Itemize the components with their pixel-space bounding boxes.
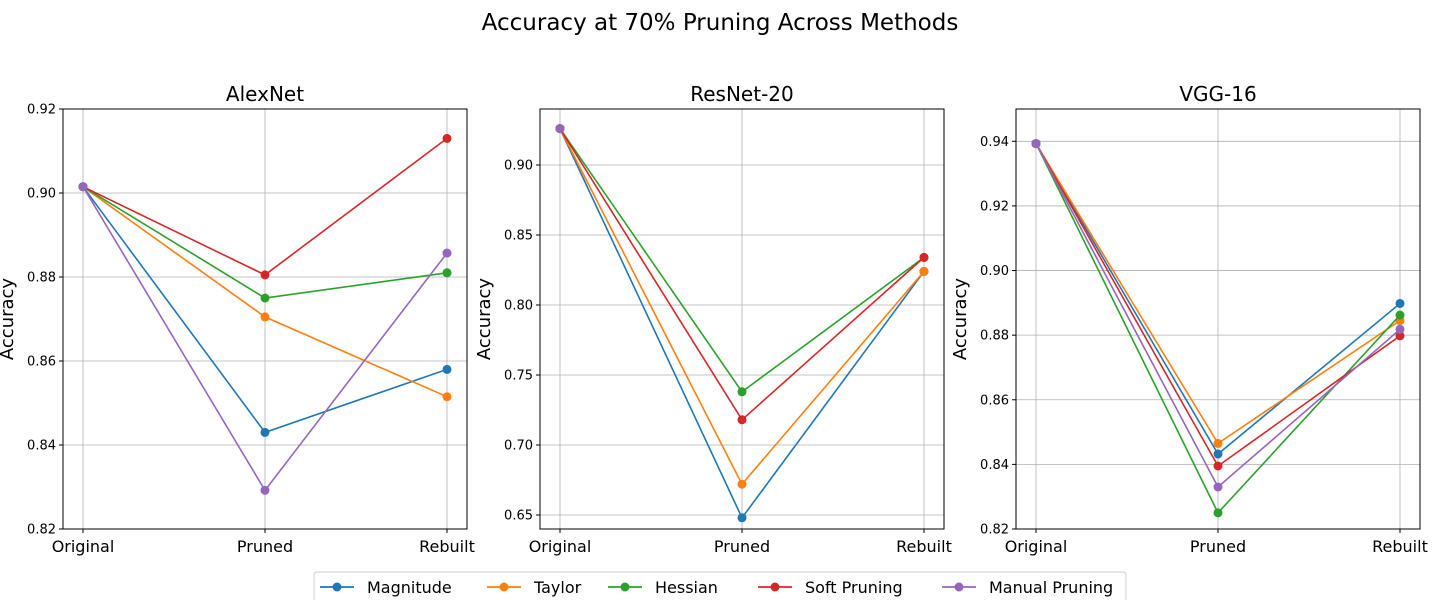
- y-axis-label: Accuracy: [474, 278, 495, 361]
- panel-title: VGG-16: [1179, 82, 1256, 106]
- y-tick-label: 0.82: [980, 523, 1009, 538]
- figure-title: Accuracy at 70% Pruning Across Methods: [482, 10, 959, 36]
- data-point-manual-pruning: [1031, 139, 1041, 149]
- y-tick-label: 0.86: [27, 355, 56, 370]
- y-tick-label: 0.84: [980, 458, 1009, 473]
- data-point-manual-pruning: [442, 248, 452, 258]
- data-point-soft-pruning: [737, 415, 747, 425]
- x-tick-label: Rebuilt: [1372, 537, 1428, 556]
- panel-vgg-16: 0.82 0.84 0.86 0.88 0.90 0.92 0.94 Original Prun…: [950, 82, 1428, 556]
- y-tick-label: 0.70: [504, 439, 533, 454]
- x-tick-label: Rebuilt: [419, 537, 475, 556]
- data-point-hessian: [442, 268, 452, 278]
- legend-swatch-marker: [620, 582, 630, 592]
- legend-swatch-marker: [332, 582, 342, 592]
- data-point-soft-pruning: [260, 270, 270, 280]
- x-tick-label: Original: [52, 537, 115, 556]
- y-tick-label: 0.75: [504, 369, 533, 384]
- y-tick-label: 0.82: [27, 523, 56, 538]
- x-tick-label: Pruned: [1190, 537, 1246, 556]
- x-tick-label: Rebuilt: [896, 537, 952, 556]
- data-point-magnitude: [442, 364, 452, 374]
- legend-item-taylor: Taylor: [487, 578, 582, 597]
- data-point-manual-pruning: [260, 485, 270, 495]
- data-point-magnitude: [737, 513, 747, 523]
- chart-panels: 0.82 0.84 0.86 0.88 0.90 0.92 Original Pruned Re…: [0, 82, 1428, 556]
- x-tick-label: Original: [529, 537, 592, 556]
- legend: Magnitude Taylor Hessian Soft Pruning Manual…: [313, 571, 1127, 600]
- x-tick-label: Pruned: [237, 537, 293, 556]
- y-tick-label: 0.85: [504, 229, 533, 244]
- x-tick-label: Pruned: [714, 537, 770, 556]
- data-point-soft-pruning: [442, 133, 452, 143]
- data-point-magnitude: [260, 427, 270, 437]
- data-point-soft-pruning: [1213, 461, 1223, 471]
- data-point-taylor: [737, 479, 747, 489]
- legend-label: Magnitude: [367, 578, 452, 597]
- data-point-manual-pruning: [1395, 324, 1405, 334]
- legend-item-hessian: Hessian: [608, 578, 718, 597]
- y-tick-label: 0.88: [27, 271, 56, 286]
- x-tick-label: Original: [1005, 537, 1068, 556]
- legend-item-magnitude: Magnitude: [320, 578, 452, 597]
- data-point-hessian: [737, 387, 747, 397]
- legend-frame: [313, 571, 1127, 600]
- data-point-manual-pruning: [1213, 482, 1223, 492]
- data-point-hessian: [1395, 310, 1405, 320]
- legend-label: Soft Pruning: [805, 578, 903, 597]
- data-point-soft-pruning: [919, 252, 929, 262]
- data-point-taylor: [1213, 438, 1223, 448]
- legend-label: Manual Pruning: [989, 578, 1113, 597]
- data-point-taylor: [260, 312, 270, 322]
- y-tick-label: 0.65: [504, 509, 533, 524]
- data-point-taylor: [919, 266, 929, 276]
- legend-item-soft-pruning: Soft Pruning: [758, 578, 903, 597]
- data-point-hessian: [1213, 508, 1223, 518]
- legend-item-manual-pruning: Manual Pruning: [942, 578, 1113, 597]
- y-tick-label: 0.90: [980, 264, 1009, 279]
- data-point-manual-pruning: [78, 182, 88, 192]
- data-point-magnitude: [1395, 298, 1405, 308]
- panel-title: ResNet-20: [690, 82, 794, 106]
- y-tick-label: 0.88: [980, 329, 1009, 344]
- legend-label: Taylor: [533, 578, 582, 597]
- y-tick-label: 0.84: [27, 439, 56, 454]
- data-point-taylor: [442, 392, 452, 402]
- data-point-magnitude: [1213, 449, 1223, 459]
- panel-resnet-20: 0.65 0.70 0.75 0.80 0.85 0.90 Original Pruned Re…: [474, 82, 952, 556]
- legend-swatch-marker: [770, 582, 780, 592]
- y-axis-label: Accuracy: [0, 278, 18, 361]
- legend-label: Hessian: [655, 578, 718, 597]
- y-tick-label: 0.92: [27, 103, 56, 118]
- y-axis-label: Accuracy: [950, 278, 971, 361]
- y-tick-label: 0.80: [504, 299, 533, 314]
- y-tick-label: 0.90: [27, 187, 56, 202]
- y-tick-label: 0.92: [980, 199, 1009, 214]
- data-point-soft-pruning: [1395, 331, 1405, 341]
- panel-title: AlexNet: [226, 82, 304, 106]
- y-tick-label: 0.94: [980, 135, 1009, 150]
- y-tick-label: 0.86: [980, 393, 1009, 408]
- legend-swatch-marker: [499, 582, 509, 592]
- panel-alexnet: 0.82 0.84 0.86 0.88 0.90 0.92 Original Pruned Re…: [0, 82, 475, 556]
- legend-swatch-marker: [954, 582, 964, 592]
- y-tick-label: 0.90: [504, 159, 533, 174]
- data-point-manual-pruning: [555, 124, 565, 134]
- data-point-hessian: [260, 293, 270, 303]
